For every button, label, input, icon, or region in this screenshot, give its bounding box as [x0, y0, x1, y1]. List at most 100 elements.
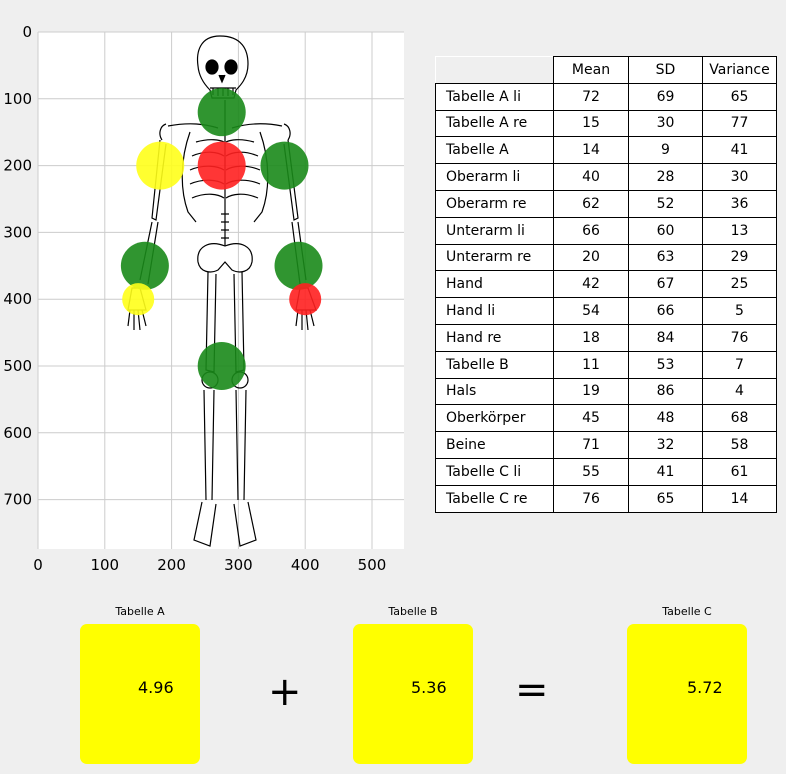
sd-cell: 60	[628, 216, 703, 245]
sd-cell: 30	[628, 109, 703, 138]
row-label: Tabelle C re	[435, 484, 554, 513]
marker-legs	[197, 342, 246, 390]
variance-cell: 4	[702, 377, 777, 406]
header-mean: Mean	[553, 56, 629, 84]
table-row: Hand li 54 66 5	[435, 297, 777, 325]
sd-cell: 53	[628, 350, 703, 379]
marker-layer	[120, 88, 323, 390]
row-label: Tabelle A re	[435, 109, 554, 138]
row-label: Tabelle B	[435, 350, 554, 379]
tabelle-b-label: Tabelle B	[388, 605, 438, 618]
table-row: Tabelle C re 76 65 14	[435, 484, 777, 513]
x-tick-label: 200	[157, 556, 186, 574]
sd-cell: 84	[628, 323, 703, 352]
x-tick-label: 300	[224, 556, 253, 574]
statistics-table: Mean SD Variance Tabelle A li 72 69 65 Tabel…	[435, 56, 777, 513]
row-label: Hand	[435, 270, 554, 299]
tabelle-c-score-box: 5.72	[627, 624, 747, 764]
y-tick-label: 600	[3, 424, 32, 442]
mean-cell: 18	[553, 323, 629, 352]
y-tick-label: 500	[3, 357, 32, 375]
x-tick-label: 400	[291, 556, 320, 574]
axes: 0 100 200 300 400 500 0 100 200 300 400 500 600 700	[3, 23, 386, 574]
mean-cell: 15	[553, 109, 629, 138]
mean-cell: 42	[553, 270, 629, 299]
sd-cell: 32	[628, 431, 703, 459]
table-row: Tabelle A 14 9 41	[435, 136, 777, 165]
tabelle-a-score: 4.96	[138, 678, 174, 697]
variance-cell: 30	[702, 163, 777, 191]
variance-cell: 68	[702, 404, 777, 433]
y-tick-label: 0	[22, 23, 32, 41]
grid-lines	[37, 31, 404, 549]
variance-cell: 7	[702, 350, 777, 379]
y-tick-label: 700	[3, 491, 32, 509]
row-label: Hand re	[435, 323, 554, 352]
mean-cell: 72	[553, 82, 629, 111]
row-label: Tabelle A	[435, 136, 554, 165]
table-row: Unterarm re 20 63 29	[435, 243, 777, 272]
variance-cell: 29	[702, 243, 777, 272]
sd-cell: 66	[628, 297, 703, 325]
variance-cell: 76	[702, 323, 777, 352]
sd-cell: 9	[628, 136, 703, 165]
table-row: Unterarm li 66 60 13	[435, 216, 777, 245]
sd-cell: 65	[628, 484, 703, 513]
tabelle-c-score: 5.72	[687, 678, 723, 697]
variance-cell: 14	[702, 484, 777, 513]
row-label: Beine	[435, 431, 554, 459]
variance-cell: 65	[702, 82, 777, 111]
y-tick-label: 300	[3, 223, 32, 241]
tabelle-c-label: Tabelle C	[662, 605, 712, 618]
marker-elbow-right	[274, 241, 323, 290]
variance-cell: 77	[702, 109, 777, 138]
mean-cell: 71	[553, 431, 629, 459]
sd-cell: 86	[628, 377, 703, 406]
row-label: Unterarm li	[435, 216, 554, 245]
row-label: Tabelle A li	[435, 82, 554, 111]
variance-cell: 13	[702, 216, 777, 245]
equals-sign: =	[515, 667, 549, 713]
variance-cell: 41	[702, 136, 777, 165]
marker-hand-left	[122, 283, 155, 316]
tabelle-a-label: Tabelle A	[115, 605, 165, 618]
table-row: Oberkörper 45 48 68	[435, 404, 777, 433]
mean-cell: 76	[553, 484, 629, 513]
variance-cell: 61	[702, 457, 777, 486]
row-label: Hand li	[435, 297, 554, 325]
mean-cell: 11	[553, 350, 629, 379]
row-label: Oberarm re	[435, 189, 554, 218]
mean-cell: 55	[553, 457, 629, 486]
sd-cell: 69	[628, 82, 703, 111]
x-tick-label: 0	[33, 556, 43, 574]
marker-elbow-left	[120, 241, 169, 290]
tabelle-b-score: 5.36	[411, 678, 447, 697]
row-label: Oberkörper	[435, 404, 554, 433]
mean-cell: 45	[553, 404, 629, 433]
marker-shoulder-left	[136, 141, 185, 190]
header-blank	[435, 56, 554, 84]
mean-cell: 20	[553, 243, 629, 272]
y-tick-label: 200	[3, 157, 32, 175]
sd-cell: 48	[628, 404, 703, 433]
table-row: Hand re 18 84 76	[435, 323, 777, 352]
skeleton-plot: 0 100 200 300 400 500 0 100 200 300 400 500 600 700	[3, 23, 404, 574]
sd-cell: 28	[628, 163, 703, 191]
table-header-row: Mean SD Variance	[435, 56, 777, 84]
tabelle-b-score-box: 5.36	[353, 624, 473, 764]
variance-cell: 58	[702, 431, 777, 459]
row-label: Unterarm re	[435, 243, 554, 272]
tabelle-a-score-box: 4.96	[80, 624, 200, 764]
variance-cell: 5	[702, 297, 777, 325]
sd-cell: 52	[628, 189, 703, 218]
header-variance: Variance	[702, 56, 777, 84]
marker-chest	[197, 141, 246, 190]
table-row: Oberarm li 40 28 30	[435, 163, 777, 191]
marker-shoulder-right	[260, 141, 309, 190]
y-tick-label: 400	[3, 290, 32, 308]
sd-cell: 67	[628, 270, 703, 299]
variance-cell: 25	[702, 270, 777, 299]
x-tick-label: 100	[90, 556, 119, 574]
mean-cell: 54	[553, 297, 629, 325]
table-row: Tabelle B 11 53 7	[435, 350, 777, 379]
